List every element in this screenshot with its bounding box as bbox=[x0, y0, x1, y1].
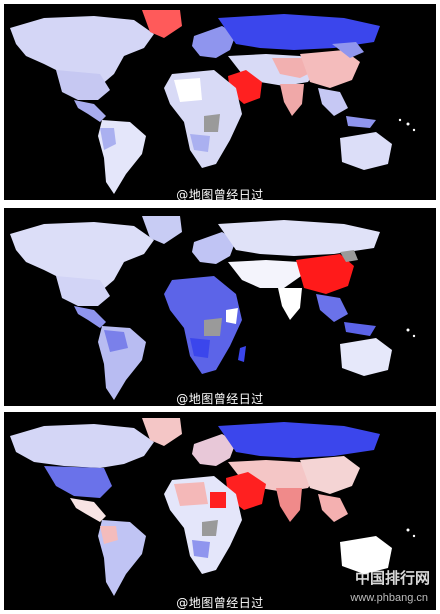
world-map-3 bbox=[10, 418, 416, 596]
watermark-logo: 中国排行网 bbox=[354, 569, 430, 587]
map-caption-1: @地图曾经日过 bbox=[176, 188, 264, 200]
map-panel-1: @地图曾经日过 bbox=[4, 4, 436, 200]
map-caption-3: @地图曾经日过 bbox=[176, 596, 264, 610]
watermark-url: www.phbang.cn bbox=[350, 592, 428, 604]
map-caption-2: @地图曾经日过 bbox=[176, 392, 264, 406]
world-map-1 bbox=[10, 10, 416, 194]
map-panel-2: @地图曾经日过 bbox=[4, 208, 436, 406]
world-map-2 bbox=[10, 216, 416, 400]
map-panel-3: @地图曾经日过 中国排行网 www.phbang.cn bbox=[4, 412, 436, 610]
